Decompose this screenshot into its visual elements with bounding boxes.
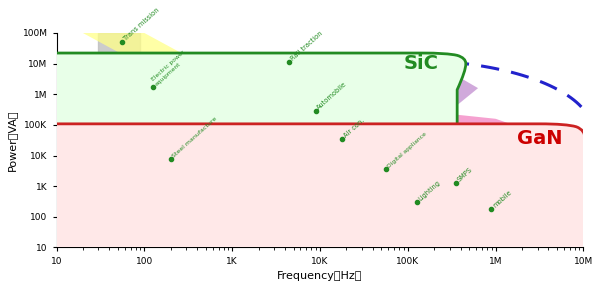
Bar [98,33,140,247]
Text: Lighting: Lighting [417,179,441,202]
Polygon shape [302,73,478,162]
Polygon shape [346,109,583,247]
Polygon shape [56,54,338,171]
Text: IGBT: IGBT [153,136,186,149]
Text: MOSFET: MOSFET [197,202,268,217]
Text: Rail traction: Rail traction [290,31,323,62]
X-axis label: Frequency（Hz）: Frequency（Hz） [277,271,362,281]
Polygon shape [56,94,583,247]
Text: SMPS: SMPS [457,167,474,183]
Text: mobile: mobile [491,190,512,209]
Text: Air con.: Air con. [342,117,365,139]
Text: SiC: SiC [403,54,439,73]
Text: GTO: GTO [140,54,169,67]
Text: Digital appliance: Digital appliance [387,132,428,169]
Text: thyristor: thyristor [114,127,119,154]
Text: Steel manufacture: Steel manufacture [172,116,218,159]
Ellipse shape [0,124,585,288]
Text: Trans mission: Trans mission [122,7,161,41]
Text: Automobile: Automobile [316,81,348,111]
Ellipse shape [0,53,466,288]
Text: Electric power
equipment: Electric power equipment [150,50,190,87]
Text: GaN: GaN [517,129,562,148]
Polygon shape [83,33,539,247]
Y-axis label: Power（VA）: Power（VA） [7,109,17,171]
